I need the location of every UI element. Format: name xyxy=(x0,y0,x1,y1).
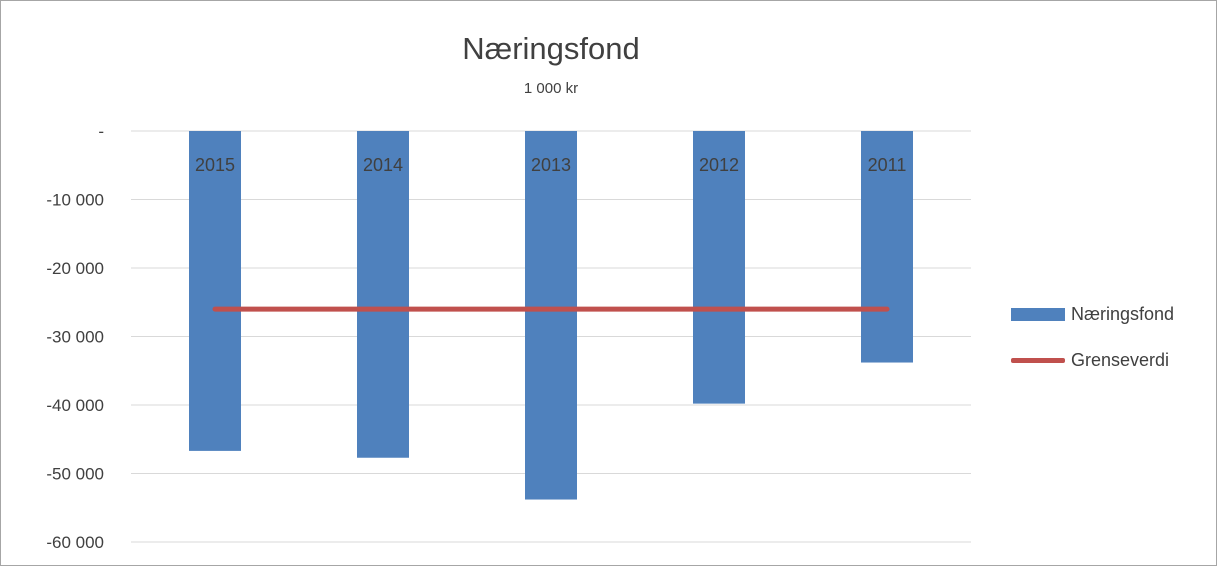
legend-label-line: Grenseverdi xyxy=(1071,349,1170,370)
chart-title: Næringsfond xyxy=(462,31,640,66)
chart-subtitle: 1 000 kr xyxy=(523,80,579,97)
bar xyxy=(357,131,409,458)
category-label: 2015 xyxy=(195,155,235,175)
legend-swatch-line xyxy=(1011,357,1065,363)
bar xyxy=(525,131,577,500)
legend-entry-line: Grenseverdi xyxy=(1011,346,1174,374)
category-label: 2012 xyxy=(699,155,739,175)
legend-swatch-bar xyxy=(1011,307,1065,321)
bar xyxy=(861,131,913,363)
y-tick-label: -10 000 xyxy=(46,191,104,210)
y-tick-label: -50 000 xyxy=(46,465,104,484)
y-tick-label: -60 000 xyxy=(46,533,104,552)
category-labels: 2015 2014 2013 2012 2011 xyxy=(195,155,906,175)
y-tick-label: -40 000 xyxy=(46,396,104,415)
legend-entry-bar: Næringsfond xyxy=(1011,300,1174,328)
legend: Næringsfond Grenseverdi xyxy=(1011,300,1174,392)
bar xyxy=(693,131,745,404)
category-label: 2013 xyxy=(531,155,571,175)
category-label: 2014 xyxy=(363,155,403,175)
y-tick-label: -30 000 xyxy=(46,328,104,347)
y-axis-tick-labels: - -10 000 -20 000 -30 000 -40 000 -50 000 -60 … xyxy=(46,122,104,552)
bar xyxy=(189,131,241,451)
category-label: 2011 xyxy=(868,155,907,175)
bar-series xyxy=(189,131,913,500)
legend-label-bar: Næringsfond xyxy=(1071,303,1175,324)
y-tick-label: -20 000 xyxy=(46,259,104,278)
y-tick-label: - xyxy=(98,122,104,141)
